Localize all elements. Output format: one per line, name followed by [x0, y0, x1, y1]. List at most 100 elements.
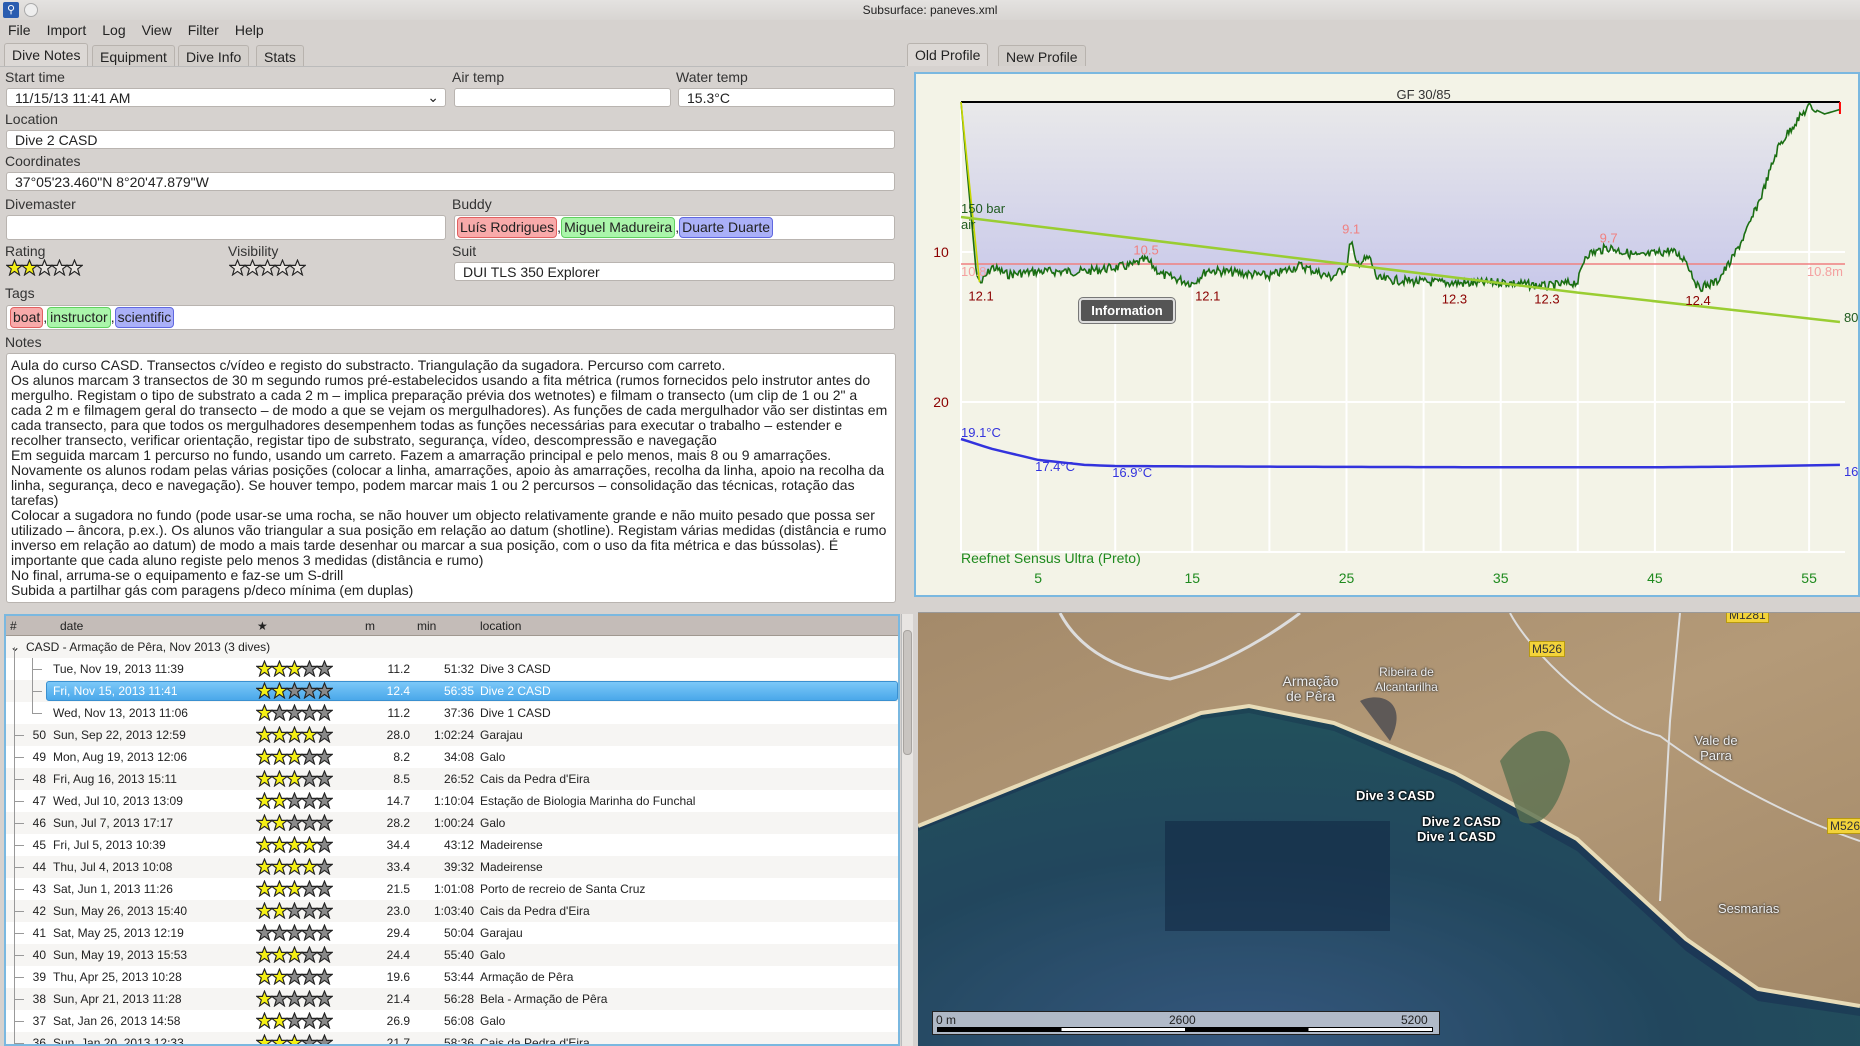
menu-filter[interactable]: Filter: [187, 22, 219, 38]
dive-list-header: # date ★ m min location: [6, 616, 898, 636]
dive-rating-stars: [255, 1033, 334, 1044]
selection-highlight: [46, 681, 898, 701]
tags-input[interactable]: boat, instructor, scientific: [6, 305, 895, 330]
star-empty-icon: [300, 681, 319, 700]
suit-label: Suit: [452, 243, 477, 259]
start-time-select[interactable]: 11/15/13 11:41 AM ⌄: [6, 88, 446, 107]
tab-stats[interactable]: Stats: [256, 45, 304, 66]
dive-row[interactable]: Wed, Nov 13, 2013 11:06 11.2 37:36 Dive 1 C…: [6, 702, 898, 724]
suit-input[interactable]: DUI TLS 350 Explorer: [454, 262, 895, 281]
dive-row[interactable]: 46 Sun, Jul 7, 2013 17:17 28.2 1:00:24 Galo: [6, 812, 898, 834]
tab-dive-info[interactable]: Dive Info: [178, 45, 250, 66]
dive-row[interactable]: 49 Mon, Aug 19, 2013 12:06 8.2 34:08 Galo: [6, 746, 898, 768]
trip-row[interactable]: ⌄ CASD - Armação de Pêra, Nov 2013 (3 div…: [6, 636, 898, 658]
dive-rating-stars: [255, 681, 334, 700]
buddy-input[interactable]: Luís Rodrigues, Miguel Madureira, Duarte D…: [454, 215, 895, 240]
dive-row[interactable]: 40 Sun, May 19, 2013 15:53 24.4 55:40 Galo: [6, 944, 898, 966]
information-button[interactable]: Information: [1079, 298, 1175, 323]
star-filled-icon: [255, 703, 274, 722]
tab-dive-notes[interactable]: Dive Notes: [4, 43, 89, 66]
dive-profile[interactable]: GF 30/85 150 bar air 80 10.8 10.8m 12.1 10.5 12.…: [914, 72, 1860, 597]
star-empty-icon: [315, 703, 334, 722]
dive-row[interactable]: 42 Sun, May 26, 2013 15:40 23.0 1:03:40 Cais…: [6, 900, 898, 922]
dive-row[interactable]: Fri, Nov 15, 2013 11:41 12.4 56:35 Dive 2 C…: [6, 680, 898, 702]
column-number[interactable]: #: [10, 619, 17, 633]
dive-marker-label[interactable]: Dive 2 CASD: [1422, 814, 1501, 829]
dive-row[interactable]: 47 Wed, Jul 10, 2013 13:09 14.7 1:10:04 Esta…: [6, 790, 898, 812]
water-temp-input[interactable]: 15.3°C: [678, 88, 895, 107]
dive-location: Dive 1 CASD: [480, 706, 551, 720]
menu-help[interactable]: Help: [234, 22, 264, 38]
tab-new-profile[interactable]: New Profile: [998, 45, 1086, 66]
star-filled-icon: [270, 1033, 289, 1044]
divemaster-input[interactable]: [6, 215, 446, 240]
menu-view[interactable]: View: [141, 22, 172, 38]
location-input[interactable]: Dive 2 CASD: [6, 130, 895, 149]
rating-label: Rating: [5, 243, 46, 259]
dive-marker-label[interactable]: Dive 3 CASD: [1356, 788, 1435, 803]
dive-date: Sun, Jul 7, 2013 17:17: [53, 816, 174, 830]
map-view[interactable]: Armação de Pêra Ribeira de Alcantarilha …: [918, 612, 1860, 1046]
dive-row[interactable]: 36 Sun, Jan 20, 2013 12:33 21.7 58:36 Cais d…: [6, 1032, 898, 1046]
star-empty-icon: [315, 791, 334, 810]
dive-row[interactable]: 44 Thu, Jul 4, 2013 10:08 33.4 39:32 Madeire…: [6, 856, 898, 878]
star-empty-icon: [285, 681, 304, 700]
star-empty-icon: [315, 659, 334, 678]
visibility-stars[interactable]: [228, 258, 307, 279]
dive-duration: 56:28: [443, 992, 474, 1006]
dive-duration: 56:35: [443, 684, 474, 698]
expand-chevron-icon[interactable]: ⌄: [10, 640, 21, 654]
star-filled-icon: [255, 681, 274, 700]
tab-equipment[interactable]: Equipment: [92, 45, 175, 66]
dive-marker-label[interactable]: Dive 1 CASD: [1417, 829, 1496, 844]
dive-row[interactable]: 39 Thu, Apr 25, 2013 10:28 19.6 53:44 Armaçã…: [6, 966, 898, 988]
star-empty-icon: [270, 923, 289, 942]
x-tick-label: 25: [1339, 570, 1355, 586]
dive-row[interactable]: 45 Fri, Jul 5, 2013 10:39 34.4 43:12 Madeire…: [6, 834, 898, 856]
dive-number: 40: [32, 948, 46, 962]
star-empty-icon: [315, 901, 334, 920]
scale-label: 0 m: [936, 1013, 957, 1027]
scale-label: 2600: [1169, 1013, 1196, 1027]
map-scale-bar: 0 m 2600 5200: [932, 1011, 1440, 1035]
star-filled-icon: [270, 813, 289, 832]
notes-textarea[interactable]: Aula do curso CASD. Transectos c/vídeo e…: [6, 353, 896, 603]
dive-row[interactable]: 50 Sun, Sep 22, 2013 12:59 28.0 1:02:24 Gara…: [6, 724, 898, 746]
dive-list[interactable]: # date ★ m min location ⌄ CASD - Armação …: [4, 614, 900, 1046]
rating-stars[interactable]: [5, 258, 84, 279]
dive-row[interactable]: 48 Fri, Aug 16, 2013 15:11 8.5 26:52 Cais da…: [6, 768, 898, 790]
max-depth-label: 12.1: [1195, 289, 1220, 304]
dive-location: Cais da Pedra d'Eira: [480, 772, 590, 786]
column-date[interactable]: date: [60, 619, 84, 633]
scrollbar-thumb[interactable]: [903, 630, 912, 755]
notes-paragraph: No final, arruma-se o equipamento e faz-…: [11, 567, 344, 583]
column-location[interactable]: location: [480, 619, 522, 633]
min-depth-label: 10.5: [1133, 243, 1158, 258]
column-rating[interactable]: ★: [257, 619, 268, 633]
column-duration[interactable]: min: [417, 619, 437, 633]
tag-chip: boat: [10, 307, 44, 328]
tree-line: [14, 933, 24, 934]
dive-row[interactable]: 37 Sat, Jan 26, 2013 14:58 26.9 56:08 Galo: [6, 1010, 898, 1032]
star-empty-icon: [270, 989, 289, 1008]
column-depth[interactable]: m: [365, 619, 375, 633]
dive-date: Fri, Aug 16, 2013 15:11: [53, 772, 177, 786]
tab-old-profile[interactable]: Old Profile: [907, 43, 989, 66]
dive-row[interactable]: 43 Sat, Jun 1, 2013 11:26 21.5 1:01:08 Porto…: [6, 878, 898, 900]
star-empty-icon: [285, 703, 304, 722]
coordinates-input[interactable]: 37°05'23.460"N 8°20'47.879"W: [6, 172, 895, 191]
menu-log[interactable]: Log: [102, 22, 126, 38]
dive-row[interactable]: 38 Sun, Apr 21, 2013 11:28 21.4 56:28 Bela -…: [6, 988, 898, 1010]
star-filled-icon: [270, 681, 289, 700]
menu-file[interactable]: File: [8, 22, 31, 38]
menu-import[interactable]: Import: [46, 22, 87, 38]
dive-depth: 21.7: [386, 1036, 410, 1046]
dive-depth: 11.2: [387, 662, 410, 676]
air-temp-input[interactable]: [454, 88, 671, 107]
dive-row[interactable]: 41 Sat, May 25, 2013 12:19 29.4 50:04 Garaja…: [6, 922, 898, 944]
star-empty-icon: [300, 901, 319, 920]
dive-row[interactable]: Tue, Nov 19, 2013 11:39 11.2 51:32 Dive 3 C…: [6, 658, 898, 680]
title-bar: ⚲ Subsurface: paneves.xml: [0, 0, 1860, 20]
pin-button[interactable]: [24, 3, 38, 17]
